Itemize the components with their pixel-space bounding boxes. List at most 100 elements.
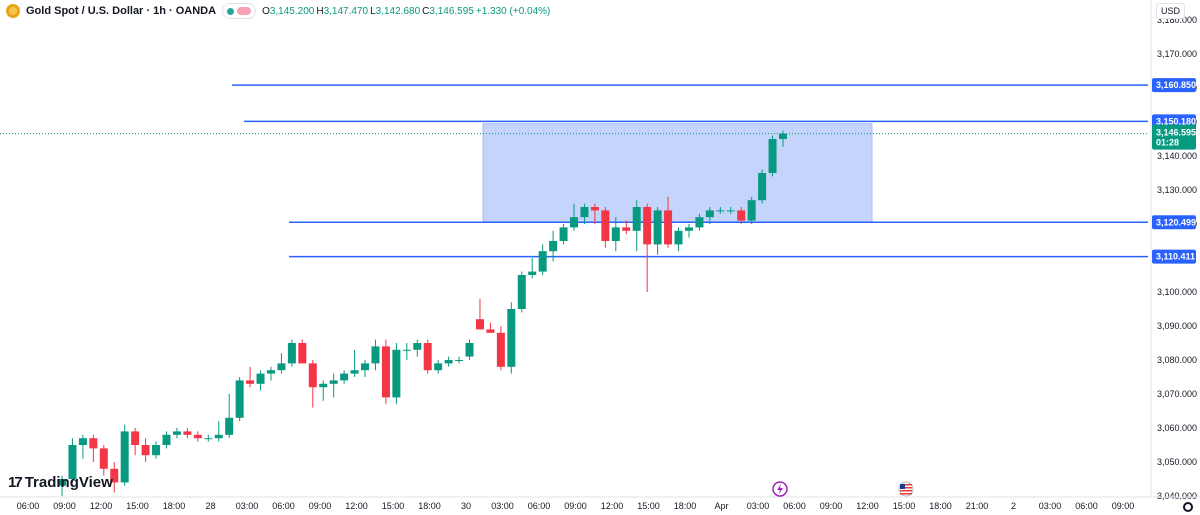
candle-body <box>507 309 516 367</box>
candle-body <box>277 363 286 371</box>
candle-body <box>538 251 547 272</box>
candle <box>225 394 234 439</box>
time-tick-label: 06:00 <box>1075 501 1098 511</box>
tradingview-logo-icon: 17 <box>8 474 23 491</box>
high-label: H <box>316 5 324 17</box>
candle <box>214 421 223 442</box>
candle-body <box>308 363 317 388</box>
candle <box>496 326 505 371</box>
candle <box>256 370 265 391</box>
market-status-pill[interactable] <box>222 3 257 19</box>
candle-body <box>402 349 411 351</box>
time-tick-label: 06:00 <box>17 501 40 511</box>
candle-body <box>204 438 213 440</box>
candle-body <box>643 207 652 245</box>
candle-body <box>465 343 474 357</box>
candle <box>507 302 516 374</box>
time-tick-label: 15:00 <box>126 501 149 511</box>
time-tick-label: 03:00 <box>1039 501 1062 511</box>
candle <box>758 169 767 204</box>
candle <box>361 360 370 377</box>
candle <box>162 431 171 449</box>
candle-body <box>329 380 338 384</box>
lightning-bolt <box>777 484 783 494</box>
candle-body <box>486 329 495 333</box>
candle-body <box>214 434 223 439</box>
price-tag-label: 3,160.850 <box>1156 80 1196 90</box>
time-tick-label: 06:00 <box>528 501 551 511</box>
candle <box>235 377 244 422</box>
candle <box>120 424 129 486</box>
candle-body <box>549 241 558 252</box>
candle-body <box>162 434 171 445</box>
candle <box>643 203 652 292</box>
price-tag-label: 3,150.180 <box>1156 116 1196 126</box>
candle-body <box>361 363 370 371</box>
candle <box>444 356 453 367</box>
candle-body <box>528 271 537 275</box>
candle-body <box>653 210 662 245</box>
candle-body <box>193 434 202 439</box>
currency-selector[interactable]: USD <box>1155 3 1185 19</box>
candle-body <box>559 227 568 241</box>
candle <box>266 366 275 381</box>
candle-body <box>423 343 432 371</box>
flag-stripe <box>900 484 912 486</box>
candle-body <box>152 445 161 456</box>
candle-body <box>632 207 641 231</box>
symbol-title[interactable]: Gold Spot / U.S. Dollar · 1h · OANDA <box>26 5 217 17</box>
flag-canton <box>900 484 905 489</box>
open-value: 3,145.200 <box>269 5 315 17</box>
candle-body <box>758 173 767 201</box>
candle <box>434 360 443 374</box>
candle <box>319 380 328 401</box>
candle <box>517 271 526 313</box>
candle-body <box>580 207 589 218</box>
candle <box>58 475 66 496</box>
candle-body <box>68 445 77 479</box>
us-flag-event-icon <box>898 481 914 497</box>
candle <box>455 356 464 364</box>
candle <box>580 203 589 224</box>
candle <box>371 339 380 371</box>
candle <box>183 428 192 439</box>
candle <box>674 227 683 252</box>
candle-body <box>737 210 746 221</box>
candle-body <box>225 417 234 435</box>
candle-body <box>131 431 140 445</box>
candle <box>131 428 140 456</box>
candle <box>475 298 484 330</box>
candle <box>653 207 662 255</box>
candle <box>549 230 558 262</box>
candle <box>465 339 474 360</box>
candle-body <box>381 346 390 398</box>
settings-icon[interactable] <box>1183 502 1193 512</box>
candle <box>716 207 725 214</box>
candle <box>277 353 286 374</box>
candle <box>381 339 390 405</box>
lightning-event-icon <box>772 481 788 497</box>
time-tick-label: 18:00 <box>418 501 441 511</box>
low-label: L <box>370 5 376 17</box>
time-tick-label: 09:00 <box>53 501 76 511</box>
candle <box>340 370 349 384</box>
candle <box>705 207 714 224</box>
candle <box>590 203 599 224</box>
candle-body <box>434 363 443 371</box>
candle <box>695 213 704 231</box>
candle-body <box>455 360 464 361</box>
price-tick-label: 3,070.000 <box>1157 389 1197 399</box>
candle-body <box>779 133 787 139</box>
price-tick-label: 3,090.000 <box>1157 321 1197 331</box>
price-tick-label: 3,170.000 <box>1157 49 1197 59</box>
candle-body <box>674 230 683 245</box>
price-tick-label: 3,180.000 <box>1157 15 1197 25</box>
candle <box>329 373 338 398</box>
market-open-icon <box>227 7 235 15</box>
candle-body <box>475 319 484 330</box>
time-tick-label: 21:00 <box>966 501 989 511</box>
candle-body <box>716 210 725 212</box>
time-tick-label: 30 <box>461 501 471 511</box>
time-tick-label: 28 <box>205 501 215 511</box>
